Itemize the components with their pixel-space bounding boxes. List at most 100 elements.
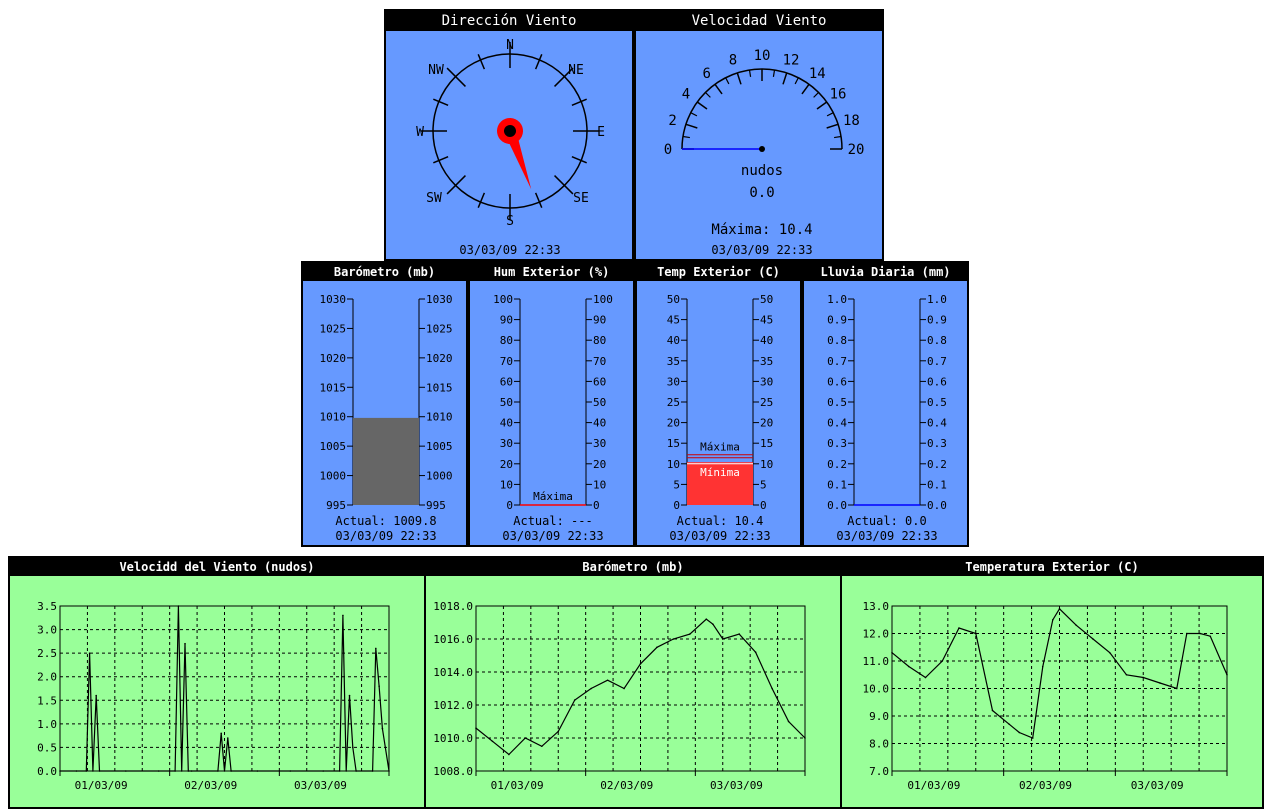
- gauge-timestamp: 03/03/09 22:33: [669, 529, 770, 543]
- data-point: [226, 737, 229, 739]
- data-point: [804, 737, 806, 739]
- data-point: [771, 687, 773, 690]
- speed-minor-tick: [813, 92, 819, 98]
- data-point: [924, 676, 927, 679]
- gauge-tick-label-right: 5: [760, 478, 767, 491]
- x-tick-label: 01/03/09: [491, 779, 544, 792]
- gauge-tick-label-left: 0.4: [827, 417, 847, 430]
- gauge-tick-label-left: 1025: [320, 322, 347, 335]
- y-tick-label: 10.0: [863, 683, 890, 696]
- temperature-chart-panel: Temperatura Exterior (C) 7.0 8.0 9.0 10.0 11…: [840, 556, 1264, 809]
- gauge-tick-label-right: 60: [593, 375, 606, 388]
- gauge-tick-label-left: 0.2: [827, 458, 847, 471]
- gauge-tick-label-right: 0: [760, 499, 767, 512]
- data-point: [573, 699, 576, 701]
- gauge-tick-label-left: 100: [493, 293, 513, 306]
- gauge-tick-label-right: 50: [760, 293, 773, 306]
- speed-tick: [782, 72, 788, 85]
- gauge-tick-label-right: 0.2: [927, 458, 947, 471]
- y-tick-label: 1014.0: [433, 666, 473, 679]
- gauge-tick-label-left: 20: [667, 417, 680, 430]
- gauge-tick-label-right: 30: [593, 437, 606, 450]
- data-point: [1052, 618, 1054, 621]
- gauge-tick-label-right: 0.6: [927, 375, 947, 388]
- data-point: [378, 685, 380, 687]
- gauge-actual: Actual: 10.4: [677, 514, 764, 528]
- y-tick-label: 3.5: [37, 600, 57, 613]
- data-point: [75, 770, 78, 772]
- speed-tick-label: 2: [668, 113, 676, 129]
- gauge-tick-label-right: 35: [760, 355, 773, 368]
- y-tick-label: 1010.0: [433, 732, 473, 745]
- wind-direction-needle: [497, 118, 532, 190]
- gauge-tick-label-left: 1010: [320, 411, 347, 424]
- gauge-tick-label-right: 995: [426, 499, 446, 512]
- data-point: [187, 770, 190, 772]
- gauge-tick-label-right: 0.5: [927, 396, 947, 409]
- rain-gauge: 1.0 1.0 0.9 0.9 0.8 0.8 0.7 0.7 0.6 0.6 0.5 0.5 0.4 0…: [827, 293, 947, 543]
- gauge-tick-label-left: 0.5: [827, 396, 847, 409]
- data-point: [705, 618, 708, 620]
- x-tick-label: 03/03/09: [710, 779, 763, 792]
- data-point: [991, 709, 994, 712]
- data-point: [256, 770, 259, 772]
- data-point: [220, 732, 223, 735]
- speed-minor-tick: [705, 92, 711, 98]
- gauge-title: Temp Exterior (C): [637, 263, 800, 281]
- gauge-tick-label-right: 50: [593, 396, 606, 409]
- gauge-tick-label-left: 0.3: [827, 437, 847, 450]
- humidity-max-label: Máxima: [533, 490, 573, 503]
- speed-tick: [816, 101, 828, 110]
- data-point: [1075, 624, 1078, 627]
- gauge-tick-label-left: 0.1: [827, 478, 847, 491]
- speed-timestamp: 03/03/09 22:33: [711, 243, 812, 257]
- speed-minor-tick: [748, 69, 752, 77]
- y-tick-label: 12.0: [863, 628, 890, 641]
- wind-speed-title: Velocidad Viento: [636, 11, 882, 31]
- gauge-timestamp: 03/03/09 22:33: [836, 529, 937, 543]
- gauge-tick-label-right: 1005: [426, 440, 453, 453]
- speed-minor-tick: [834, 135, 842, 139]
- gauge-tick-label-left: 1005: [320, 440, 347, 453]
- gauge-title: Hum Exterior (%): [470, 263, 633, 281]
- barometer-gauge-panel: Barómetro (mb) 1030 1030 1025 1025 1020 1020 1…: [301, 261, 468, 547]
- rain-gauge-panel: Lluvia Diaria (mm) 1.0 1.0 0.9 0.9 0.8 0.8 0.7…: [802, 261, 969, 547]
- data-point: [371, 770, 374, 772]
- data-point: [180, 770, 183, 772]
- data-point: [1018, 731, 1021, 734]
- gauge-tick-label-left: 1020: [320, 352, 347, 365]
- x-tick-label: 01/03/09: [907, 779, 960, 792]
- y-tick-label: 2.0: [37, 671, 57, 684]
- gauge-tick-label-right: 30: [760, 375, 773, 388]
- barometer-gauge: 1030 1030 1025 1025 1020 1020 1015 1015 1010 1010…: [320, 293, 453, 543]
- gauge-tick-label-right: 1030: [426, 293, 453, 306]
- data-point: [345, 770, 348, 772]
- data-point: [125, 770, 127, 772]
- data-point: [557, 730, 560, 733]
- y-tick-label: 1.0: [37, 718, 57, 731]
- data-point: [352, 746, 354, 749]
- speed-tick: [826, 123, 839, 129]
- gauge-tick-label-right: 80: [593, 334, 606, 347]
- gauge-tick-label-right: 0.9: [927, 314, 947, 327]
- data-point: [1125, 673, 1128, 676]
- compass-tick: [534, 192, 543, 208]
- data-point: [639, 662, 642, 665]
- gauge-tick-label-right: 0.1: [927, 478, 947, 491]
- data-point: [174, 770, 176, 772]
- speed-tick-label: 14: [809, 66, 826, 82]
- x-tick-label: 03/03/09: [294, 779, 347, 792]
- data-point: [907, 665, 910, 668]
- gauge-tick-label-right: 1020: [426, 352, 453, 365]
- gauge-tick-label-right: 10: [760, 458, 773, 471]
- compass-tick: [534, 54, 543, 70]
- gauge-tick-label-left: 30: [667, 375, 680, 388]
- speed-tick-label: 4: [682, 87, 690, 103]
- data-point: [672, 638, 675, 640]
- gauge-tick-label-left: 60: [500, 375, 513, 388]
- gauge-tick-label-left: 0.0: [827, 499, 847, 512]
- gauge-tick-label-right: 0.3: [927, 437, 947, 450]
- data-point: [342, 614, 344, 617]
- temp-max-label: Máxima: [700, 441, 740, 454]
- y-tick-label: 8.0: [869, 738, 889, 751]
